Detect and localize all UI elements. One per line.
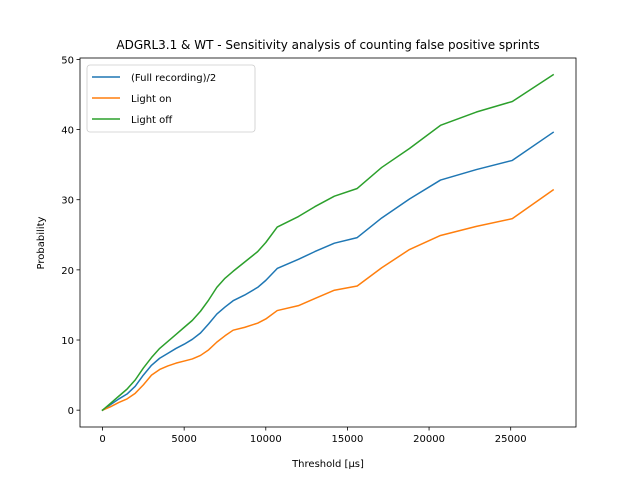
x-axis-label: Threshold [μs]	[291, 459, 364, 470]
y-tick-label: 10	[61, 336, 74, 347]
legend-frame	[86, 64, 256, 133]
chart-title: ADGRL3.1 & WT - Sensitivity analysis of …	[116, 38, 539, 52]
legend-label-1: Light on	[131, 94, 172, 105]
x-tick-label: 25000	[495, 434, 527, 445]
series-line-2	[101, 73, 555, 412]
x-tick-label: 0	[99, 434, 105, 445]
series-line-0	[101, 131, 555, 412]
y-tick-label: 50	[61, 55, 74, 66]
y-tick-label: 0	[68, 406, 74, 417]
plot-area	[101, 73, 555, 412]
legend-label-0: (Full recording)/2	[131, 73, 216, 84]
x-tick-label: 15000	[332, 434, 364, 445]
y-tick-label: 20	[61, 266, 74, 277]
y-axis-label: Probability	[36, 216, 47, 269]
y-tick-label: 40	[61, 126, 74, 137]
y-tick-label: 30	[61, 196, 74, 207]
series-line-1	[101, 188, 555, 412]
legend: (Full recording)/2 Light on Light off	[86, 64, 256, 133]
x-tick-label: 5000	[171, 434, 196, 445]
x-tick-label: 20000	[413, 434, 445, 445]
x-axis: 0 5000 10000 15000 20000 25000	[99, 427, 527, 445]
y-axis: 0 10 20 30 40 50	[61, 55, 80, 417]
legend-label-2: Light off	[131, 115, 173, 126]
plot-frame	[79, 57, 577, 428]
x-tick-label: 10000	[250, 434, 282, 445]
